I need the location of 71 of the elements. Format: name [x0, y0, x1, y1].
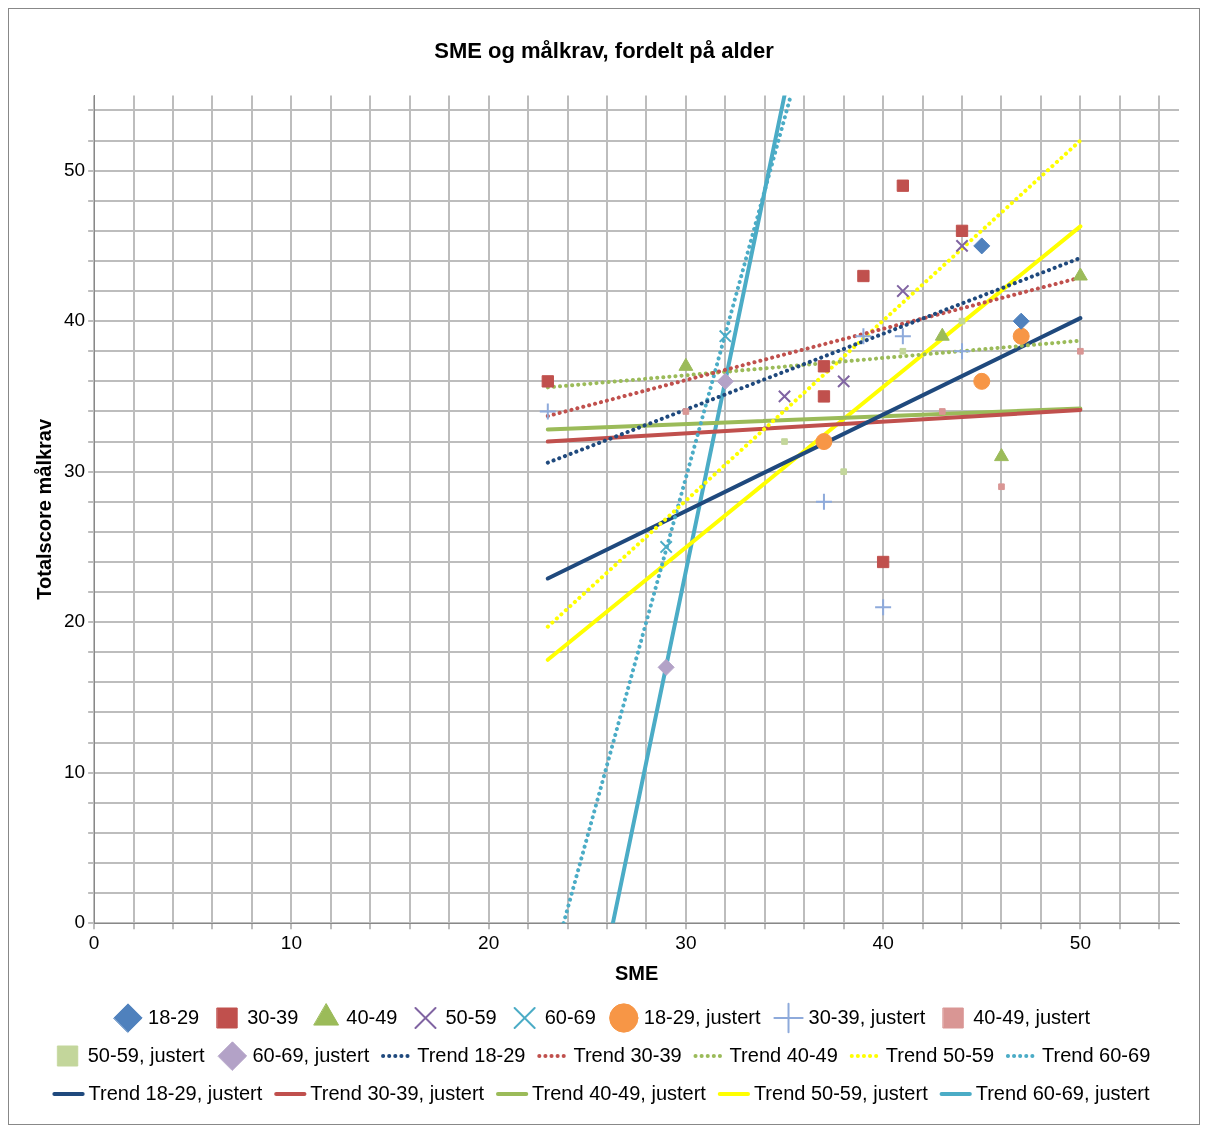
x-tick-label: 50: [1069, 931, 1091, 953]
y-tick-label: 30: [63, 459, 86, 481]
point: [854, 327, 873, 346]
point: [777, 389, 792, 404]
point: [955, 224, 969, 238]
point: [538, 402, 557, 421]
x-tick-label: 0: [88, 931, 100, 953]
point: [857, 269, 870, 283]
legend-label: Trend 30-39: [573, 1043, 682, 1066]
point: [998, 483, 1005, 491]
y-tick-label: 0: [74, 911, 86, 933]
point: [815, 433, 833, 451]
point: [781, 438, 788, 445]
x-axis-title: SME: [614, 961, 659, 984]
point: [876, 555, 890, 569]
legend-label: Trend 50-59, justert: [753, 1081, 929, 1104]
point: [814, 492, 833, 511]
y-tick-label: 50: [63, 158, 86, 180]
y-tick-label: 20: [63, 610, 86, 632]
legend-label: 60-69: [544, 1005, 596, 1028]
legend-label: 60-69, justert: [252, 1043, 370, 1066]
chart-title: SME og målkrav, fordelt på alder: [434, 38, 775, 64]
point: [659, 540, 673, 554]
point: [955, 239, 969, 253]
legend-label: Trend 40-49, justert: [532, 1081, 707, 1104]
point: [958, 317, 966, 325]
point: [1012, 312, 1030, 330]
x-tick-label: 10: [280, 931, 302, 953]
point: [817, 360, 831, 373]
legend-label: Trend 60-69: [1042, 1043, 1151, 1066]
point: [896, 179, 910, 192]
point: [899, 347, 907, 355]
legend-label: 40-49: [346, 1005, 398, 1028]
legend-label: 50-59: [445, 1005, 497, 1028]
legend-label: Trend 30-39, justert: [310, 1081, 485, 1104]
point: [541, 375, 554, 388]
legend-label: Trend 40-49: [729, 1043, 838, 1066]
point: [893, 327, 912, 346]
legend-label: 50-59, justert: [87, 1043, 205, 1066]
legend-label: 30-39: [247, 1005, 299, 1028]
point: [682, 408, 690, 415]
y-tick-label: 10: [63, 760, 86, 782]
point: [657, 658, 675, 676]
point: [1072, 267, 1088, 281]
point: [938, 408, 946, 415]
point: [973, 372, 991, 390]
point: [1077, 347, 1084, 355]
legend-label: Trend 50-59: [885, 1043, 995, 1066]
legend-label: Trend 60-69, justert: [975, 1081, 1150, 1104]
point: [874, 598, 893, 617]
legend-label: Trend 18-29, justert: [88, 1081, 263, 1104]
legend-label: 30-39, justert: [808, 1005, 926, 1028]
legend-label: 18-29, justert: [643, 1005, 761, 1028]
point: [840, 468, 848, 475]
point: [718, 329, 732, 343]
point: [817, 390, 831, 403]
x-tick-label: 40: [872, 931, 894, 953]
legend-label: Trend 18-29: [417, 1043, 526, 1066]
point: [837, 374, 851, 389]
point: [973, 237, 991, 255]
legend-label: 18-29: [148, 1005, 200, 1028]
y-tick-label: 40: [63, 309, 86, 331]
point: [896, 284, 910, 298]
legend-label: 40-49, justert: [973, 1005, 1091, 1028]
point: [716, 372, 734, 390]
point: [1012, 327, 1030, 345]
point: [953, 342, 972, 361]
y-axis-title: Totalscore målkrav: [32, 418, 55, 600]
point: [994, 448, 1009, 462]
x-tick-label: 30: [675, 931, 697, 953]
x-tick-label: 20: [478, 931, 500, 953]
